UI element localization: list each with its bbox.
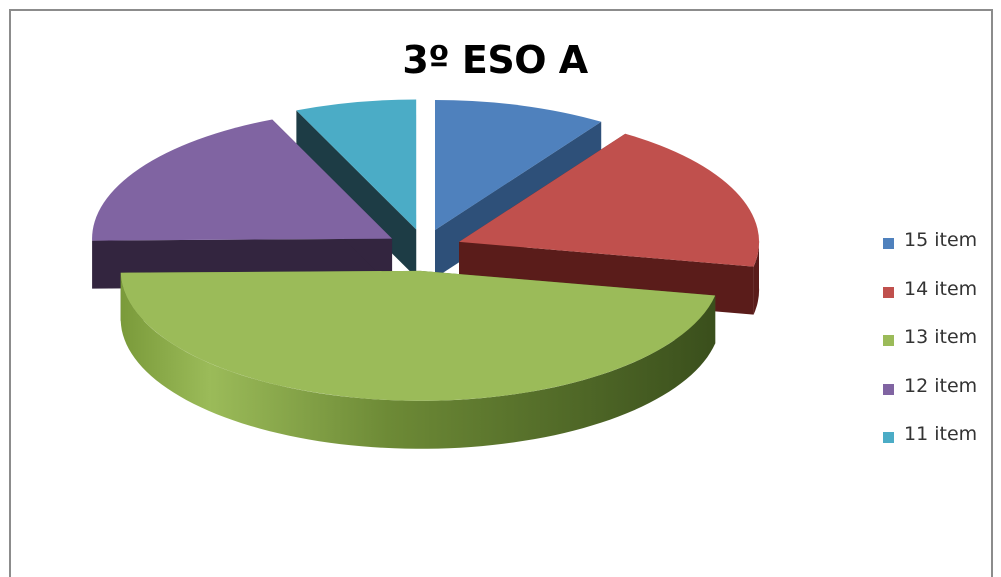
pie-slice	[459, 133, 760, 315]
legend-label: 14 item	[904, 277, 978, 300]
slice-top	[459, 133, 760, 267]
legend-label: 11 item	[904, 423, 978, 445]
legend-label: 12 item	[904, 374, 978, 397]
pie-slice	[120, 270, 716, 449]
legend-swatch	[883, 432, 894, 443]
legend-label: 13 item	[904, 326, 978, 348]
legend-swatch	[883, 383, 894, 395]
pie-slices	[92, 99, 760, 449]
slice-rim	[753, 240, 760, 315]
legend-swatch	[883, 286, 894, 298]
slice-top	[434, 100, 602, 230]
legend-swatch	[883, 238, 894, 249]
legend-swatch	[883, 335, 894, 346]
slice-top	[120, 270, 716, 401]
slice-rim	[120, 272, 716, 449]
chart-title: 3º ESO A	[402, 38, 588, 82]
slice-top	[92, 119, 393, 241]
legend-label: 15 item	[904, 229, 978, 251]
slice-top	[296, 99, 417, 230]
